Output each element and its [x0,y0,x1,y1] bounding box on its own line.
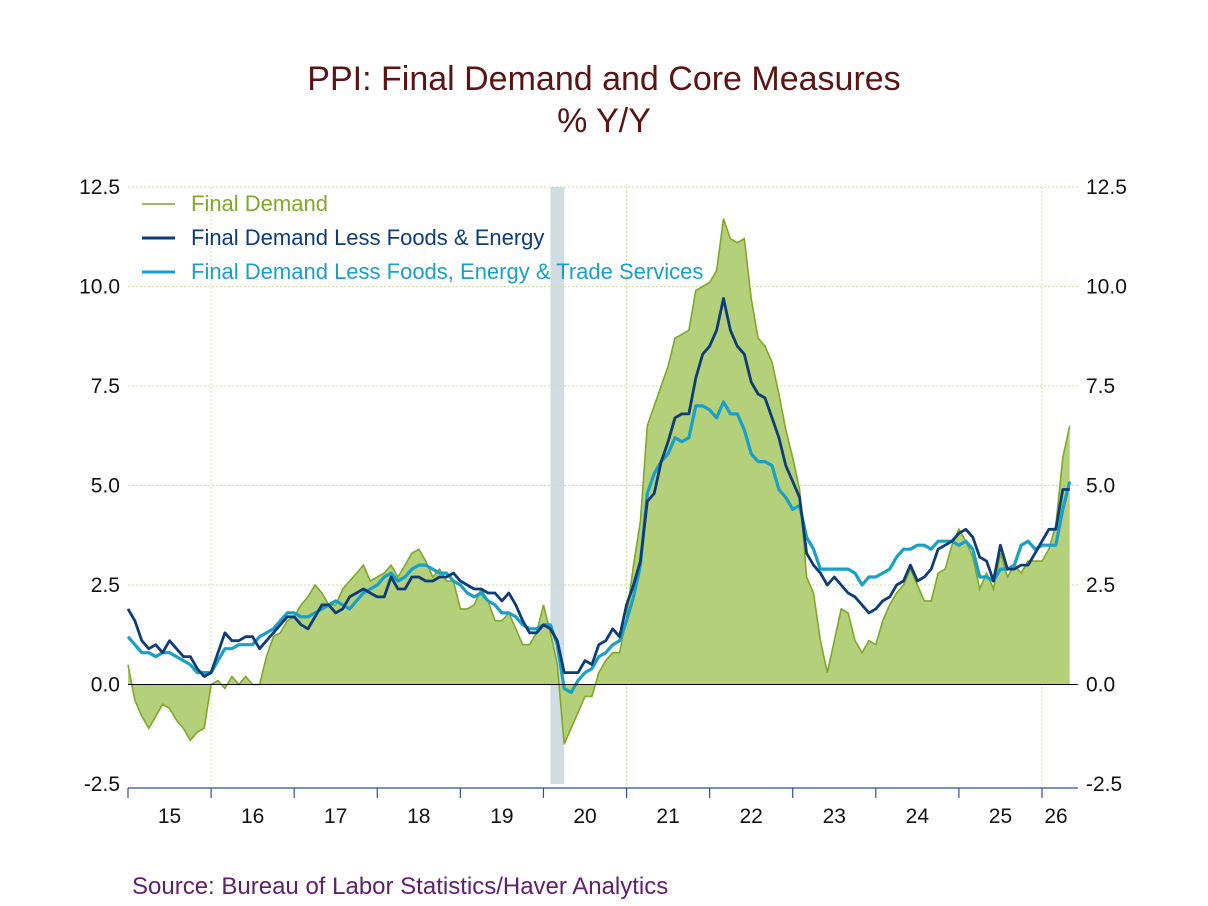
x-tick-label: 19 [490,805,513,828]
y-tick-label-left: 10.0 [79,276,120,299]
y-tick-label-left: 0.0 [91,674,120,697]
legend: Final Demand Final Demand Less Foods & E… [142,191,703,284]
x-tick-label: 23 [823,805,846,828]
y-tick-label-right: 10.0 [1086,276,1127,299]
x-tick-label: 20 [573,805,596,828]
x-tick-label: 22 [739,805,762,828]
x-tick-label: 21 [656,805,679,828]
series-line-final-demand-less-foods-energy [126,297,1070,678]
y-tick-label-right: 7.5 [1086,375,1115,398]
series-area-final-demand [128,218,1070,745]
y-tick-label-right: 2.5 [1086,574,1115,597]
legend-label-core-fet: Final Demand Less Foods, Energy & Trade … [191,259,703,284]
y-tick-label-right: -2.5 [1086,773,1122,796]
y-tick-label-left: 7.5 [91,375,120,398]
line-layer [126,297,1072,695]
x-tick-label: 26 [1044,805,1067,828]
y-tick-label-left: 5.0 [91,475,120,498]
y-tick-label-left: 2.5 [91,574,120,597]
series-line-final-demand-less-foods-energy-trade [126,400,1072,695]
x-tick-label: 24 [906,805,930,828]
y-tick-label-left: 12.5 [79,176,120,199]
x-tick-label: 17 [324,805,347,828]
y-tick-label-left: -2.5 [84,773,120,796]
x-tick-label: 18 [407,805,430,828]
y-tick-label-right: 0.0 [1086,674,1115,697]
axis-layer: 12.5 12.5 10.0 10.0 7.5 7.5 5.0 5.0 2.5 2.5 0.0 0.0… [79,176,1127,828]
series-line-final-demand [127,218,1071,745]
y-tick-label-right: 5.0 [1086,475,1115,498]
y-tick-label-right: 12.5 [1086,176,1127,199]
x-tick-label: 25 [989,805,1012,828]
legend-label-final-demand: Final Demand [191,191,328,216]
x-tick-label: 15 [158,805,181,828]
chart-subtitle: % Y/Y [557,102,651,140]
chart-title: PPI: Final Demand and Core Measures [307,60,900,98]
source-note: Source: Bureau of Labor Statistics/Haver… [132,873,668,900]
x-tick-label: 16 [241,805,264,828]
area-layer [127,218,1071,745]
legend-label-core-fe: Final Demand Less Foods & Energy [191,225,544,250]
